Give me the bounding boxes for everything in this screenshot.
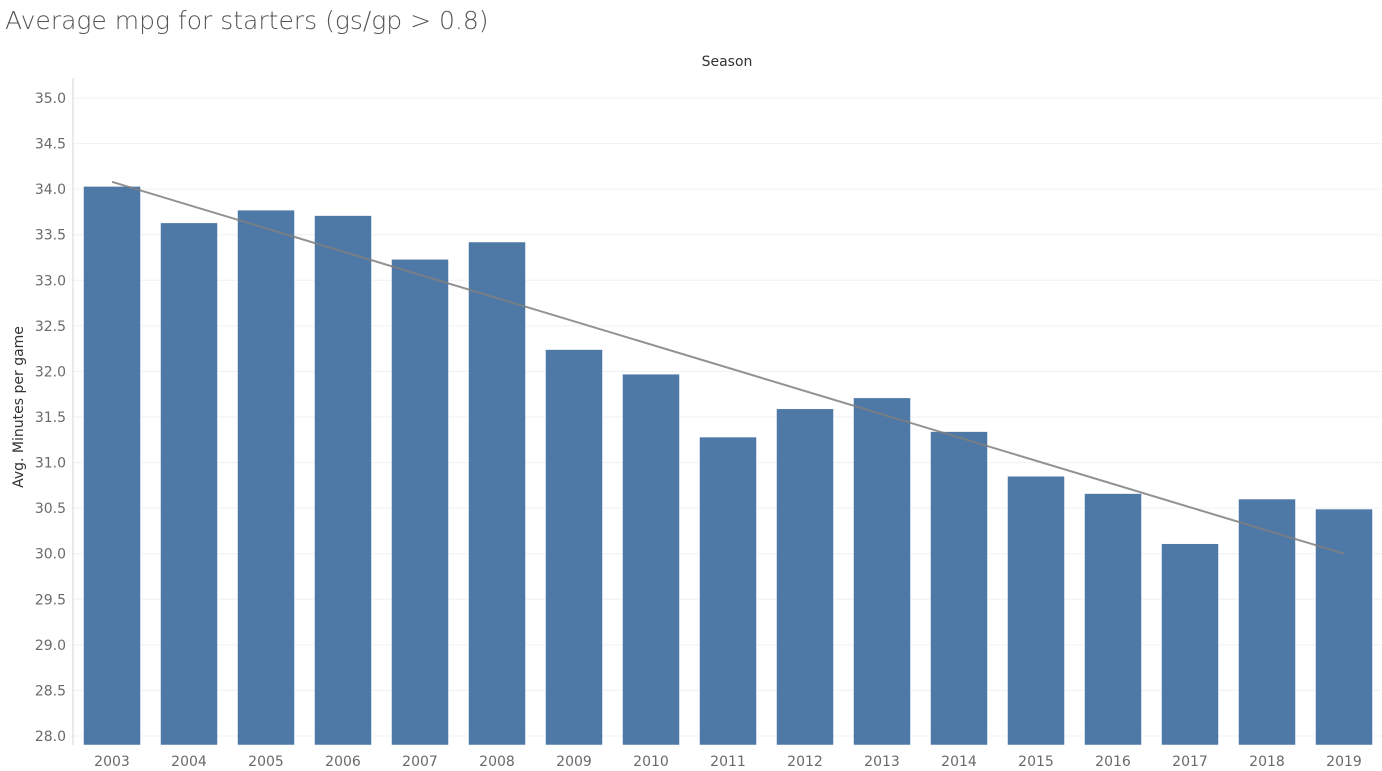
bar-2018 <box>1238 498 1296 746</box>
x-tick-label: 2012 <box>787 754 823 770</box>
bar-2008 <box>468 241 526 746</box>
x-tick-label: 2009 <box>556 754 592 770</box>
bar-2007 <box>391 259 449 746</box>
x-tick-label: 2015 <box>1018 754 1054 770</box>
column-header: Season <box>702 54 753 70</box>
x-tick-label: 2018 <box>1249 754 1285 770</box>
bar-2003 <box>83 186 141 746</box>
bar-2004 <box>160 222 218 746</box>
x-tick-label: 2011 <box>710 754 746 770</box>
x-tick-label: 2019 <box>1326 754 1362 770</box>
bar-2005 <box>237 209 295 746</box>
y-tick-label: 29.0 <box>35 638 66 654</box>
x-tick-label: 2003 <box>94 754 130 770</box>
y-tick-label: 29.5 <box>35 592 66 608</box>
y-tick-label: 33.0 <box>35 273 66 289</box>
x-tick-label: 2007 <box>402 754 438 770</box>
y-tick-label: 33.5 <box>35 228 66 244</box>
x-tick-label: 2006 <box>325 754 361 770</box>
x-tick-label: 2008 <box>479 754 515 770</box>
y-tick-label: 30.0 <box>35 547 66 563</box>
y-tick-label: 35.0 <box>35 91 66 107</box>
y-tick-label: 32.0 <box>35 364 66 380</box>
x-tick-label: 2005 <box>248 754 284 770</box>
bar-2015 <box>1007 475 1065 746</box>
y-tick-label: 30.5 <box>35 501 66 517</box>
x-tick-label: 2010 <box>633 754 669 770</box>
y-tick-label: 31.5 <box>35 410 66 426</box>
bars <box>83 186 1373 746</box>
bar-2009 <box>545 349 603 746</box>
trend-line <box>111 180 1345 555</box>
y-tick-label: 28.0 <box>35 729 66 745</box>
y-axis-label: Avg. Minutes per game <box>11 326 27 488</box>
bar-2006 <box>314 215 372 746</box>
y-axis-ticks: 35.0 34.5 34.0 33.5 33.0 32.5 32.0 31.5 31.0 30.5… <box>35 91 66 745</box>
bar-2011 <box>699 436 757 746</box>
chart-title: Average mpg for starters (gs/gp > 0.8) <box>5 6 489 35</box>
bar-2010 <box>622 373 680 746</box>
bar-2013 <box>853 397 911 746</box>
x-axis-ticks: 2003 2004 2005 2006 2007 2008 2009 2010 2011 2012… <box>94 754 1362 770</box>
trend-line-layer <box>111 180 1345 555</box>
x-tick-label: 2013 <box>864 754 900 770</box>
x-tick-label: 2016 <box>1095 754 1131 770</box>
x-tick-label: 2004 <box>171 754 207 770</box>
bar-2014 <box>930 431 988 746</box>
bar-2017 <box>1161 543 1219 746</box>
x-tick-label: 2017 <box>1172 754 1208 770</box>
y-tick-label: 34.5 <box>35 137 66 153</box>
x-tick-label: 2014 <box>941 754 977 770</box>
y-tick-label: 31.0 <box>35 456 66 472</box>
y-tick-label: 32.5 <box>35 319 66 335</box>
bar-2012 <box>776 408 834 746</box>
y-tick-label: 28.5 <box>35 683 66 699</box>
bar-2016 <box>1084 493 1142 746</box>
y-tick-label: 34.0 <box>35 182 66 198</box>
bar-2019 <box>1315 508 1373 746</box>
